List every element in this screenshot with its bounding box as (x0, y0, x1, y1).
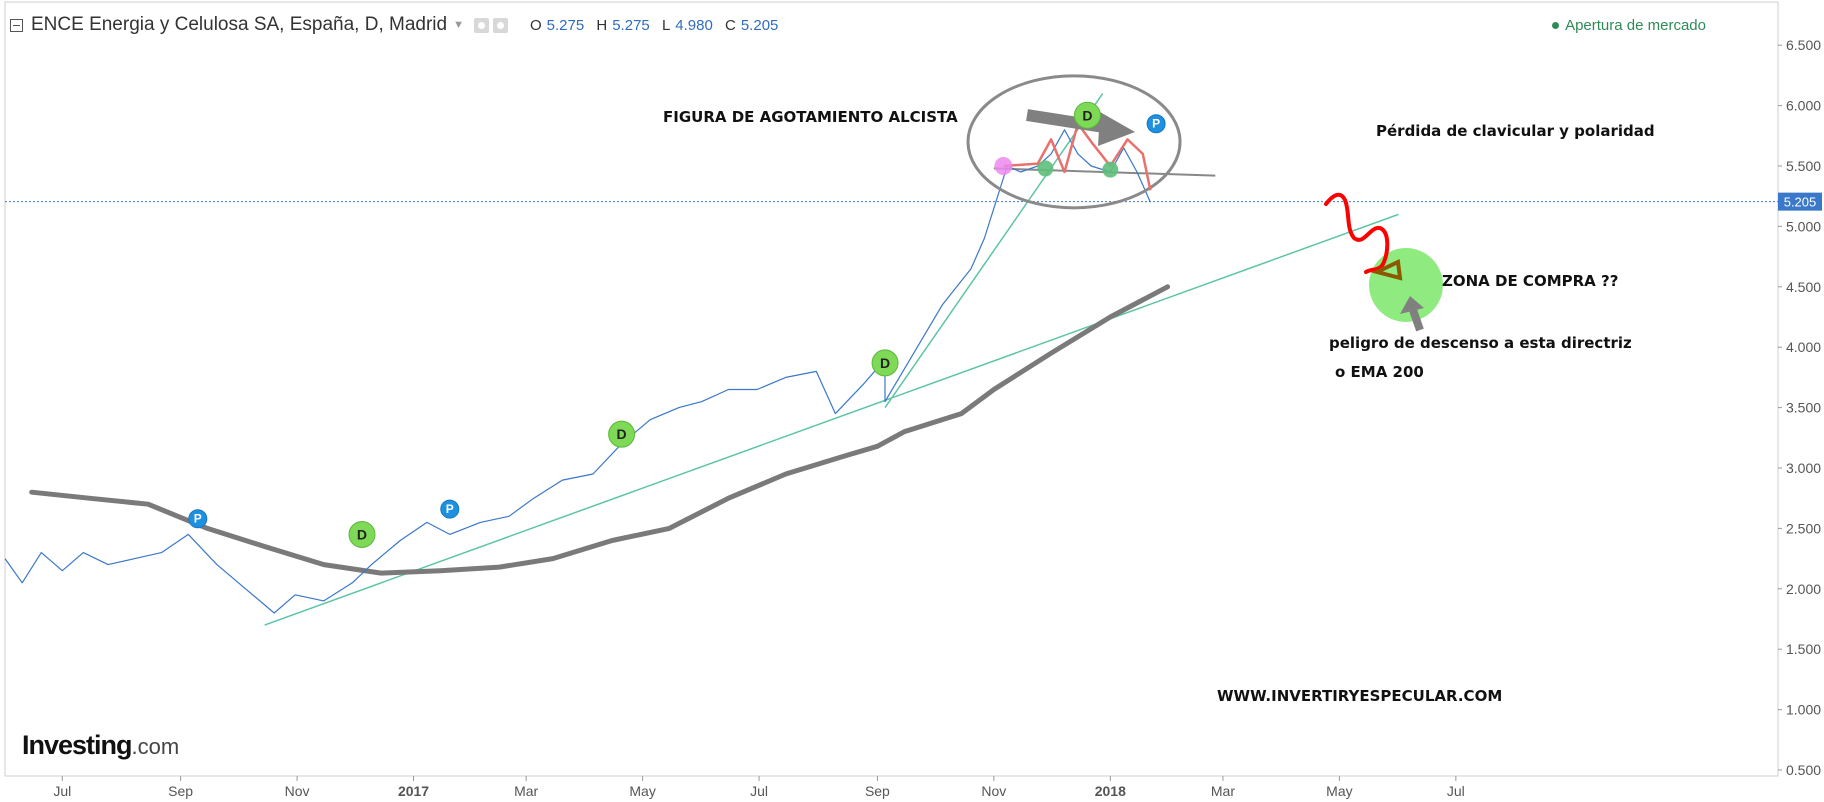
symbol-title[interactable]: ENCE Energia y Celulosa SA, España, D, M… (31, 14, 448, 35)
marker-label: D (357, 526, 367, 542)
ema-200-series (29, 284, 1171, 576)
loss-label: Pérdida de clavicular y polaridad (1376, 122, 1655, 140)
market-status: Apertura de mercado (1552, 17, 1706, 34)
pattern-ellipse (966, 74, 1182, 210)
settings-icon[interactable] (492, 17, 508, 33)
steep-trendline (884, 93, 1104, 409)
marker-label: D (1082, 107, 1092, 123)
high-value: 5.275 (612, 16, 650, 34)
time-axis: Jul Sep Nov 2017 Mar May Jul Sep Nov 2018 Mar May Ju… (53, 776, 1465, 799)
time-tick-label: May (629, 783, 655, 799)
ohlc-values: O 5.275 H 5.275 L 4.980 C 5.205 (530, 17, 786, 34)
time-tick-label: Nov (981, 783, 1006, 799)
close-value: 5.205 (740, 16, 779, 34)
price-tick-label: 6.500 (1786, 37, 1821, 53)
price-tick-label: 1.500 (1786, 641, 1821, 657)
investing-logo: Investing.com (22, 730, 179, 761)
marker-label: D (880, 355, 890, 371)
time-tick-label: Nov (285, 783, 310, 799)
p-marker (440, 499, 460, 519)
time-tick-label: Jul (1447, 783, 1465, 799)
open-key: O (529, 16, 542, 34)
target-triangle (1371, 259, 1403, 281)
price-tick-label: 3.000 (1786, 460, 1821, 476)
time-tick-label: 2018 (1095, 783, 1126, 799)
marker-label: D (617, 426, 627, 442)
dividend-marker (348, 520, 376, 548)
p-marker (1146, 114, 1166, 134)
price-axis: 0.500 1.000 1.500 2.000 2.500 3.000 3.500 4.000… (1778, 37, 1821, 778)
dividend-marker (871, 349, 899, 377)
time-tick-label: May (1326, 783, 1352, 799)
gear-icon[interactable] (473, 17, 489, 33)
time-tick-label: Jul (53, 783, 71, 799)
status-dot-icon (1552, 22, 1560, 29)
price-tick-label: 4.500 (1786, 279, 1821, 295)
price-line (4, 129, 1151, 614)
price-tick-label: 0.500 (1786, 762, 1821, 778)
time-tick-label: Mar (514, 783, 538, 799)
time-tick-label: 2017 (398, 783, 429, 799)
chart-header: ENCE Energia y Celulosa SA, España, D, M… (10, 14, 786, 36)
price-series (4, 129, 1151, 614)
high-key: H (596, 16, 608, 34)
price-tick-label: 5.000 (1786, 218, 1821, 234)
head-shoulders-line (1003, 122, 1152, 191)
neckline-dot (1102, 161, 1119, 178)
zone-arrow-shaft (1409, 308, 1424, 332)
price-tick-label: 2.500 (1786, 520, 1821, 536)
pattern-arrow-shaft (1026, 109, 1111, 134)
price-tick-label: 5.500 (1786, 158, 1821, 174)
collapse-icon[interactable] (10, 18, 23, 32)
time-tick-label: Sep (168, 783, 193, 799)
market-status-label: Apertura de mercado (1565, 17, 1706, 34)
buy-zone-label: ZONA DE COMPRA ?? (1442, 272, 1619, 290)
shoulder-dot (994, 157, 1013, 175)
last-price-marker: 5.205 (5, 192, 1822, 211)
last-price-label: 5.205 (1784, 195, 1817, 210)
low-key: L (661, 16, 671, 34)
ema-line (29, 284, 1171, 576)
neckline-dot (1037, 160, 1054, 177)
logo-brand: Investing (22, 730, 133, 760)
price-tick-label: 2.000 (1786, 581, 1821, 597)
long-trendline (264, 213, 1399, 626)
time-tick-label: Jul (750, 783, 768, 799)
website-label: WWW.INVERTIRYESPECULAR.COM (1217, 687, 1503, 705)
ema-label: o EMA 200 (1335, 363, 1424, 381)
event-markers: P D P D D D P (188, 101, 1166, 548)
marker-label: P (194, 512, 202, 526)
marker-label: P (1152, 117, 1160, 131)
dividend-marker (608, 420, 636, 448)
pattern-label: FIGURA DE AGOTAMIENTO ALCISTA (663, 108, 958, 126)
time-tick-label: Mar (1211, 783, 1235, 799)
dividend-marker (1073, 101, 1101, 129)
chevron-down-icon[interactable]: ▼ (453, 19, 464, 31)
trendlines (264, 93, 1399, 626)
price-tick-label: 1.000 (1786, 702, 1821, 718)
marker-label: P (446, 502, 454, 516)
low-value: 4.980 (675, 16, 713, 34)
p-marker (188, 509, 208, 529)
time-tick-label: Sep (865, 783, 890, 799)
projection-path (1324, 192, 1390, 274)
logo-domain: .com (131, 734, 180, 759)
pattern-arrow-head (1098, 112, 1135, 146)
price-tick-label: 6.000 (1786, 98, 1821, 114)
price-tick-label: 4.000 (1786, 339, 1821, 355)
last-price-badge (1778, 192, 1822, 211)
drawing-annotations (966, 74, 1443, 332)
price-tick-label: 3.500 (1786, 400, 1821, 416)
open-value: 5.275 (546, 16, 585, 34)
zone-arrow-head (1400, 296, 1424, 314)
close-key: C (725, 16, 736, 34)
danger-label: peligro de descenso a esta directriz (1329, 334, 1632, 352)
